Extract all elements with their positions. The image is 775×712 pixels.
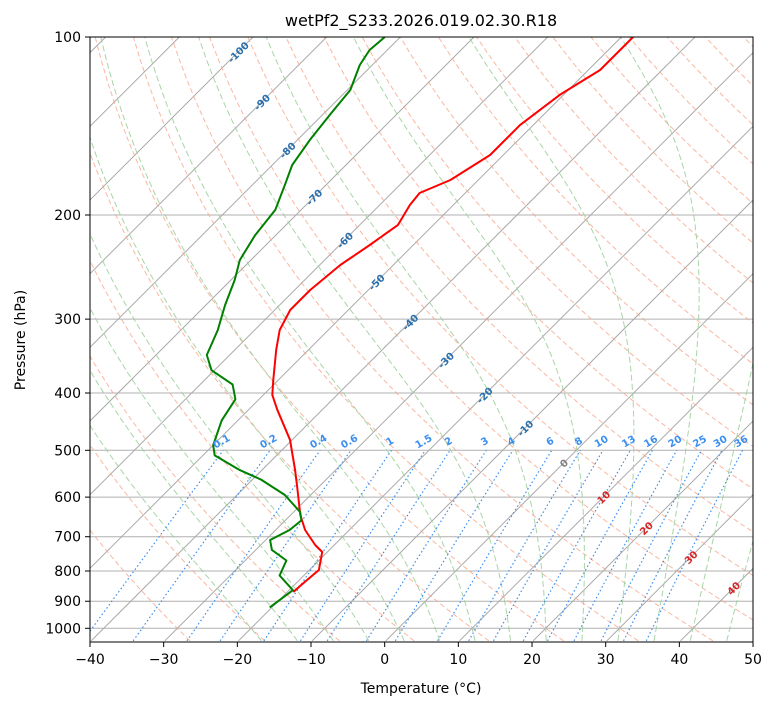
dry-adiabat-line: [0, 37, 339, 641]
isotherm-label: -90: [252, 93, 273, 114]
isotherm-label: 20: [638, 520, 656, 538]
x-axis-label: Temperature (°C): [360, 681, 482, 697]
mixing-ratio-line: [624, 450, 722, 641]
moist-adiabat-line: [64, 37, 404, 641]
isotherm-line: [460, 37, 775, 641]
moist-adiabat-line: [690, 37, 775, 641]
dry-adiabat-line: [210, 37, 775, 641]
isotherm-line: [681, 37, 775, 641]
isotherm-label: -60: [335, 231, 356, 252]
y-tick-label: 100: [54, 30, 81, 46]
isotherm-line: [91, 37, 695, 641]
x-tick-label: 50: [744, 652, 762, 668]
mixing-ratio-line: [83, 450, 223, 641]
x-tick-label: −40: [75, 652, 105, 668]
x-tick-label: 30: [597, 652, 615, 668]
mixing-ratio-label: 16: [642, 434, 660, 451]
mixing-ratio-line: [548, 450, 653, 641]
y-tick-label: 500: [54, 443, 81, 459]
y-tick-label: 200: [54, 208, 81, 224]
background-lines: [0, 37, 775, 641]
moist-adiabat-line: [101, 37, 440, 641]
dry-adiabat-line: [744, 37, 775, 641]
dry-adiabat-line: [438, 37, 775, 641]
dry-adiabat-line: [553, 37, 775, 641]
mixing-ratio-label: 1: [384, 436, 396, 449]
chart-title: wetPf2_S233.2026.019.02.30.R18: [285, 11, 557, 31]
x-tick-label: 20: [523, 652, 541, 668]
moist-adiabat-line: [0, 37, 261, 641]
mixing-ratio-line: [574, 450, 677, 641]
y-tick-label: 900: [54, 594, 81, 610]
dry-adiabat-line: [667, 37, 775, 641]
y-tick-label: 300: [54, 312, 81, 328]
moist-adiabat-line: [32, 37, 369, 641]
isotherm-label: -80: [278, 141, 299, 162]
dry-adiabat-line: [133, 37, 638, 641]
isotherm-line: [754, 37, 775, 641]
isotherm-label: -100: [226, 40, 252, 66]
mixing-ratio-line: [220, 450, 351, 641]
isotherm-label: -40: [401, 313, 422, 334]
isotherm-label: -30: [436, 351, 457, 372]
y-axis-label: Pressure (hPa): [13, 290, 29, 390]
mixing-ratio-label: 3: [479, 436, 491, 449]
y-ticks: 100 200 300 400 500 600 700 800 900 1000: [45, 30, 90, 637]
x-tick-label: 10: [449, 652, 467, 668]
profiles: [207, 37, 633, 607]
mixing-ratio-label: 13: [620, 434, 638, 451]
isotherm-label: -20: [475, 386, 496, 407]
mixing-ratio-label: 10: [593, 434, 611, 451]
isotherm-line: [386, 37, 775, 641]
dry-adiabat-line: [19, 37, 414, 641]
y-tick-label: 800: [54, 564, 81, 580]
y-tick-label: 1000: [45, 621, 81, 637]
mixing-ratio-label: 0.4: [308, 433, 329, 451]
isotherm-line: [0, 37, 400, 641]
y-tick-label: 600: [54, 490, 81, 506]
isotherm-label: -10: [516, 419, 537, 440]
moist-adiabat-line: [0, 37, 297, 641]
dry-adiabat-line: [591, 37, 775, 641]
isotherm-label: 40: [726, 580, 744, 598]
x-tick-label: 40: [670, 652, 688, 668]
mixing-ratio-line: [327, 450, 450, 641]
isotherm-label: -70: [305, 188, 326, 209]
isotherm-label: -50: [367, 273, 388, 294]
dry-adiabat-line: [0, 37, 265, 641]
isotherm-label: 30: [683, 549, 701, 567]
mixing-ratio-line: [601, 450, 701, 641]
mixing-ratio-label: 36: [733, 434, 751, 451]
isotherm-label: 0: [558, 458, 571, 471]
x-ticks: −40 −30 −20 −10 0 10 20 30 40 50: [75, 642, 762, 668]
x-tick-label: −20: [223, 652, 253, 668]
mixing-ratio-line: [264, 450, 392, 641]
x-tick-label: −10: [296, 652, 326, 668]
isotherm-line: [0, 37, 253, 641]
moist-adiabat-line: [4, 37, 333, 641]
mixing-ratio-line: [438, 450, 552, 641]
mixing-ratio-label: 6: [545, 436, 557, 449]
isotherm-label: 10: [596, 489, 614, 507]
mixing-ratio-label: 20: [667, 434, 685, 451]
isotherm-line: [533, 37, 775, 641]
dry-adiabat-line: [515, 37, 775, 641]
mixing-ratio-label: 8: [573, 436, 585, 449]
x-tick-label: 0: [380, 652, 389, 668]
x-tick-label: −30: [149, 652, 179, 668]
y-tick-label: 400: [54, 386, 81, 402]
y-tick-label: 700: [54, 530, 81, 546]
isotherm-line: [165, 37, 769, 641]
dry-adiabat-line: [705, 37, 775, 641]
dry-adiabat-line: [172, 37, 713, 641]
moist-adiabat-line: [727, 37, 775, 641]
dry-adiabat-line: [362, 37, 775, 641]
